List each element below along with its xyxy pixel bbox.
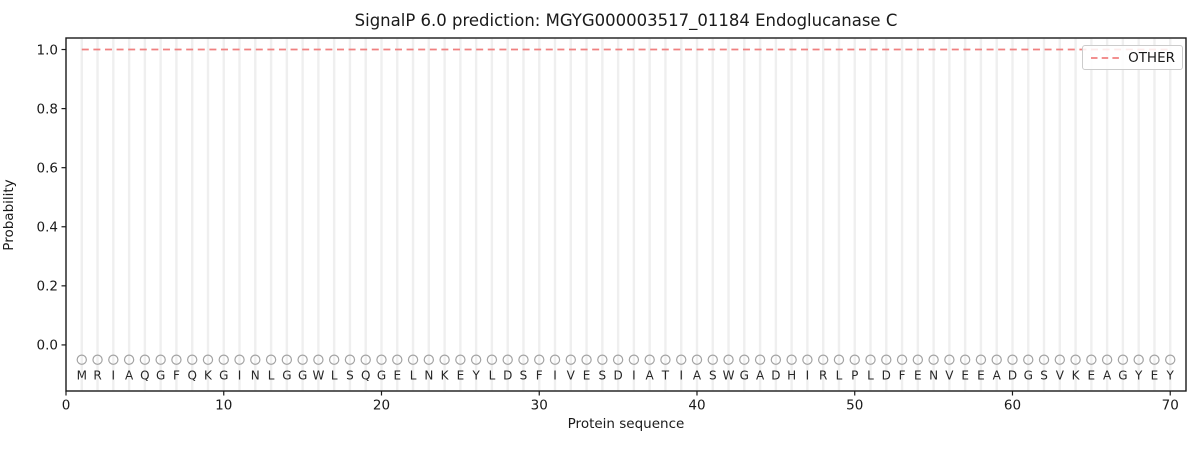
svg-text:I: I (679, 369, 683, 383)
svg-text:V: V (567, 369, 576, 383)
y-axis-ticks: 0.0 0.2 0.4 0.6 0.8 1.0 (37, 42, 66, 354)
svg-text:20: 20 (373, 398, 390, 414)
svg-text:N: N (251, 369, 260, 383)
legend-dashed-line-icon (1091, 56, 1121, 59)
svg-text:R: R (93, 369, 101, 383)
svg-text:G: G (156, 369, 165, 383)
svg-text:S: S (599, 369, 607, 383)
chart-title: SignalP 6.0 prediction: MGYG000003517_01… (354, 11, 898, 30)
svg-text:G: G (1024, 369, 1033, 383)
svg-text:50: 50 (846, 398, 863, 414)
svg-text:I: I (806, 369, 810, 383)
svg-text:T: T (661, 369, 670, 383)
svg-text:70: 70 (1162, 398, 1179, 414)
svg-text:L: L (331, 369, 338, 383)
svg-text:30: 30 (531, 398, 548, 414)
svg-text:E: E (457, 369, 465, 383)
svg-text:Y: Y (1166, 369, 1175, 383)
svg-text:E: E (1151, 369, 1159, 383)
svg-text:E: E (961, 369, 969, 383)
svg-text:G: G (1118, 369, 1127, 383)
svg-text:0: 0 (62, 398, 71, 414)
svg-text:L: L (268, 369, 275, 383)
svg-text:S: S (520, 369, 528, 383)
x-axis-ticks: 0 10 20 30 40 50 60 70 (62, 391, 1179, 414)
svg-text:60: 60 (1004, 398, 1021, 414)
svg-text:D: D (771, 369, 780, 383)
svg-text:G: G (219, 369, 228, 383)
svg-text:0.2: 0.2 (37, 279, 58, 295)
legend: OTHER (1082, 45, 1183, 70)
svg-text:S: S (709, 369, 717, 383)
svg-text:M: M (77, 369, 87, 383)
svg-text:G: G (377, 369, 386, 383)
x-axis-label: Protein sequence (567, 416, 685, 432)
svg-text:0.0: 0.0 (37, 338, 58, 354)
svg-text:Q: Q (361, 369, 370, 383)
plot-border (65, 37, 1187, 392)
svg-text:D: D (882, 369, 891, 383)
legend-entry-other: OTHER (1128, 49, 1175, 66)
svg-text:E: E (977, 369, 985, 383)
svg-text:E: E (583, 369, 591, 383)
svg-text:E: E (393, 369, 401, 383)
svg-text:10: 10 (215, 398, 232, 414)
svg-text:A: A (1103, 369, 1112, 383)
svg-text:K: K (1072, 369, 1081, 383)
svg-text:1.0: 1.0 (37, 42, 58, 58)
svg-text:V: V (945, 369, 954, 383)
svg-text:I: I (112, 369, 116, 383)
svg-text:D: D (613, 369, 622, 383)
svg-text:P: P (851, 369, 858, 383)
svg-text:F: F (536, 369, 543, 383)
svg-text:L: L (410, 369, 417, 383)
svg-text:L: L (489, 369, 496, 383)
svg-text:I: I (553, 369, 557, 383)
svg-text:I: I (238, 369, 242, 383)
svg-text:Q: Q (187, 369, 196, 383)
svg-text:K: K (441, 369, 450, 383)
svg-text:W: W (723, 369, 735, 383)
svg-text:I: I (632, 369, 636, 383)
svg-text:F: F (899, 369, 906, 383)
svg-text:A: A (125, 369, 134, 383)
svg-text:D: D (1008, 369, 1017, 383)
svg-text:Y: Y (471, 369, 480, 383)
svg-text:L: L (867, 369, 874, 383)
svg-text:E: E (914, 369, 922, 383)
svg-text:40: 40 (688, 398, 705, 414)
svg-text:A: A (646, 369, 655, 383)
svg-text:V: V (1056, 369, 1065, 383)
y-axis-label: Probability (1, 179, 17, 251)
svg-text:G: G (282, 369, 291, 383)
svg-text:E: E (1088, 369, 1096, 383)
gridlines (80, 38, 1172, 391)
svg-text:D: D (503, 369, 512, 383)
svg-text:S: S (1040, 369, 1048, 383)
svg-text:A: A (693, 369, 702, 383)
svg-text:0.4: 0.4 (37, 220, 58, 236)
svg-text:Y: Y (1134, 369, 1143, 383)
svg-text:W: W (312, 369, 324, 383)
svg-text:N: N (424, 369, 433, 383)
svg-text:R: R (819, 369, 827, 383)
svg-text:A: A (993, 369, 1002, 383)
svg-text:G: G (740, 369, 749, 383)
svg-text:L: L (836, 369, 843, 383)
svg-text:0.8: 0.8 (37, 101, 58, 117)
svg-text:S: S (346, 369, 354, 383)
svg-text:F: F (173, 369, 180, 383)
svg-text:K: K (204, 369, 213, 383)
svg-text:A: A (756, 369, 765, 383)
svg-text:H: H (787, 369, 796, 383)
residue-markers (76, 354, 1176, 365)
svg-text:G: G (298, 369, 307, 383)
svg-text:N: N (929, 369, 938, 383)
svg-text:0.6: 0.6 (37, 160, 58, 176)
svg-text:Q: Q (140, 369, 149, 383)
